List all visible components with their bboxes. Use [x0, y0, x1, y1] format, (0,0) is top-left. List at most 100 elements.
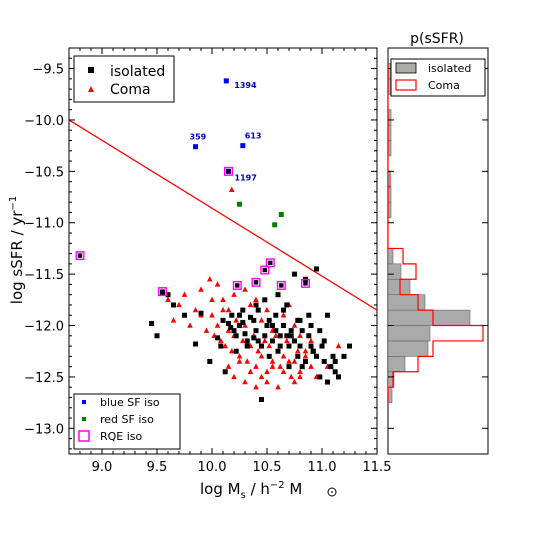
- hist-plot-area: [388, 63, 484, 403]
- isolated-point: [207, 358, 213, 364]
- isolated-point: [321, 358, 327, 364]
- red-sf-point: [237, 201, 242, 207]
- rqe-series: [75, 166, 311, 297]
- x-tick-label: 11.5: [363, 460, 392, 475]
- isolated-point: [275, 348, 281, 354]
- coma-point: [273, 332, 279, 338]
- isolated-point: [171, 302, 176, 308]
- coma-point: [240, 337, 246, 344]
- coma-point: [225, 306, 232, 313]
- isolated-point: [270, 338, 275, 344]
- coma-point: [209, 312, 215, 318]
- isolated-point: [288, 333, 294, 339]
- coma-point: [280, 368, 287, 374]
- coma-point: [214, 322, 221, 328]
- hist-isolated-bar: [388, 263, 402, 280]
- coma-point: [266, 342, 272, 349]
- isolated-series: [149, 266, 352, 403]
- isolated-point: [228, 325, 234, 331]
- isolated-point: [240, 307, 246, 313]
- legend-rqe-marker: [78, 430, 90, 442]
- coma-point: [284, 337, 290, 344]
- main-plot-frame: [68, 47, 378, 455]
- coma-point: [255, 348, 261, 354]
- x-tick-label: 9.5: [147, 460, 168, 475]
- isolated-point: [277, 343, 283, 349]
- isolated-point: [299, 328, 305, 334]
- isolated-point: [237, 323, 242, 329]
- hist-legend-isolated-label: isolated: [428, 62, 471, 75]
- y-tick-label: −11.0: [24, 217, 64, 232]
- coma-point: [220, 296, 226, 303]
- isolated-point: [299, 364, 305, 370]
- hist-isolated-bar: [388, 294, 426, 311]
- coma-point: [165, 296, 171, 303]
- coma-point: [192, 306, 199, 313]
- coma-point: [297, 373, 303, 380]
- coma-point: [280, 312, 287, 318]
- x-tick-label: 11.0: [308, 460, 337, 475]
- legend-lower-frame: [73, 393, 181, 450]
- hist-isolated-bar: [388, 309, 471, 326]
- x-tick-label: 10.0: [198, 460, 227, 475]
- isolated-point: [292, 271, 297, 277]
- coma-point: [170, 317, 177, 323]
- coma-point: [231, 373, 237, 380]
- coma-point: [302, 348, 309, 354]
- x-tick-label: 9.0: [92, 460, 113, 475]
- legend-coma-label: Coma: [110, 82, 151, 98]
- isolated-point: [244, 338, 250, 344]
- isolated-point: [284, 302, 290, 308]
- coma-point: [269, 363, 276, 369]
- y-axis-label: log sSFR / yr−1: [8, 196, 26, 304]
- red-sf-series: [237, 201, 284, 228]
- msun-symbol: [327, 487, 337, 497]
- y-tick-label: −10.5: [24, 165, 64, 180]
- coma-point: [214, 281, 221, 287]
- coma-point: [302, 353, 309, 359]
- legend-red-sf-marker: [82, 417, 86, 421]
- coma-point: [187, 322, 193, 328]
- red-sf-point: [278, 212, 284, 218]
- coma-point: [242, 322, 248, 328]
- legend-lower: blue SF iso red SF iso RQE iso: [73, 393, 181, 450]
- coma-point: [269, 358, 276, 364]
- coma-point: [231, 291, 237, 297]
- x-axis-ticks: 9.0 9.5 10.0 10.5 11.0 11.5: [79, 48, 392, 475]
- coma-point: [291, 378, 298, 385]
- isolated-point: [259, 397, 264, 403]
- coma-point: [229, 348, 235, 354]
- isolated-point: [310, 348, 316, 354]
- coma-point: [247, 301, 254, 308]
- isolated-point: [328, 364, 334, 370]
- isolated-point: [222, 369, 228, 375]
- blue-sf-point: [223, 78, 229, 84]
- coma-point: [176, 301, 182, 308]
- coma-point: [225, 327, 232, 333]
- rqe-point: [253, 280, 259, 285]
- isolated-point: [330, 353, 336, 359]
- isolated-point: [244, 343, 250, 349]
- rqe-marker: [223, 166, 233, 176]
- msun-circle: [327, 487, 337, 497]
- isolated-point: [149, 320, 154, 326]
- rqe-marker: [265, 258, 275, 268]
- legend-blue-sf-marker: [82, 400, 86, 404]
- coma-point: [222, 342, 228, 349]
- isolated-point: [336, 374, 341, 380]
- coma-point: [335, 342, 342, 349]
- isolated-point: [215, 335, 220, 341]
- rqe-marker: [260, 265, 270, 275]
- isolated-point: [266, 353, 272, 359]
- isolated-point: [325, 312, 330, 318]
- isolated-point: [308, 323, 314, 329]
- coma-point: [297, 332, 303, 338]
- hist-isolated-bar: [388, 356, 406, 373]
- hist-isolated-bar: [388, 278, 411, 295]
- coma-point: [236, 353, 243, 359]
- y-tick-label: −12.5: [24, 371, 64, 386]
- isolated-point: [317, 374, 323, 380]
- y-tick-label: −10.0: [24, 114, 64, 129]
- isolated-point: [270, 323, 275, 329]
- isolated-point: [233, 333, 239, 339]
